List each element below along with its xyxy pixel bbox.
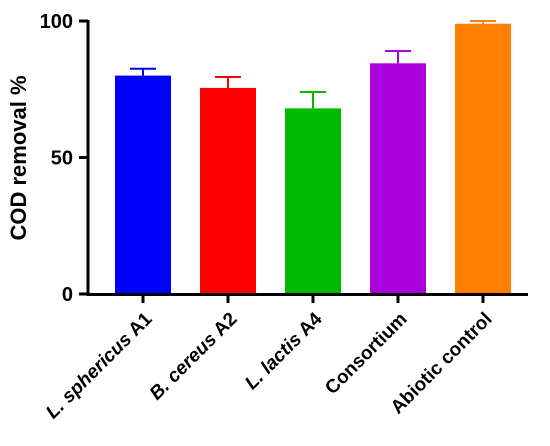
bar-0 xyxy=(115,75,171,294)
y-axis-label: COD removal % xyxy=(6,75,31,240)
x-tick-label-2: L. lactis A4 xyxy=(241,308,327,394)
x-ticks-group: L. sphericus A1B. cereus A2L. lactis A4C… xyxy=(42,294,497,423)
y-tick-label-0: 0 xyxy=(62,284,73,306)
y-tick-label-2: 100 xyxy=(40,11,73,33)
x-tick-label-1: B. cereus A2 xyxy=(146,309,242,405)
y-ticks-group: 0 50 100 xyxy=(40,11,88,306)
x-tick-label-0: L. sphericus A1 xyxy=(42,308,157,423)
x-tick-label-part: cereus xyxy=(163,329,221,387)
bar-3 xyxy=(370,63,426,294)
bar-1 xyxy=(200,87,256,294)
bars-group xyxy=(115,23,511,294)
y-tick-label-1: 50 xyxy=(51,148,73,170)
x-tick-label-part: Consortium xyxy=(321,309,411,399)
x-tick-label-3: Consortium xyxy=(321,309,411,399)
bar-4 xyxy=(455,23,511,294)
x-tick-label-part: sphericus xyxy=(58,329,136,407)
bar-2 xyxy=(285,108,341,294)
error-bars-group xyxy=(130,20,496,109)
